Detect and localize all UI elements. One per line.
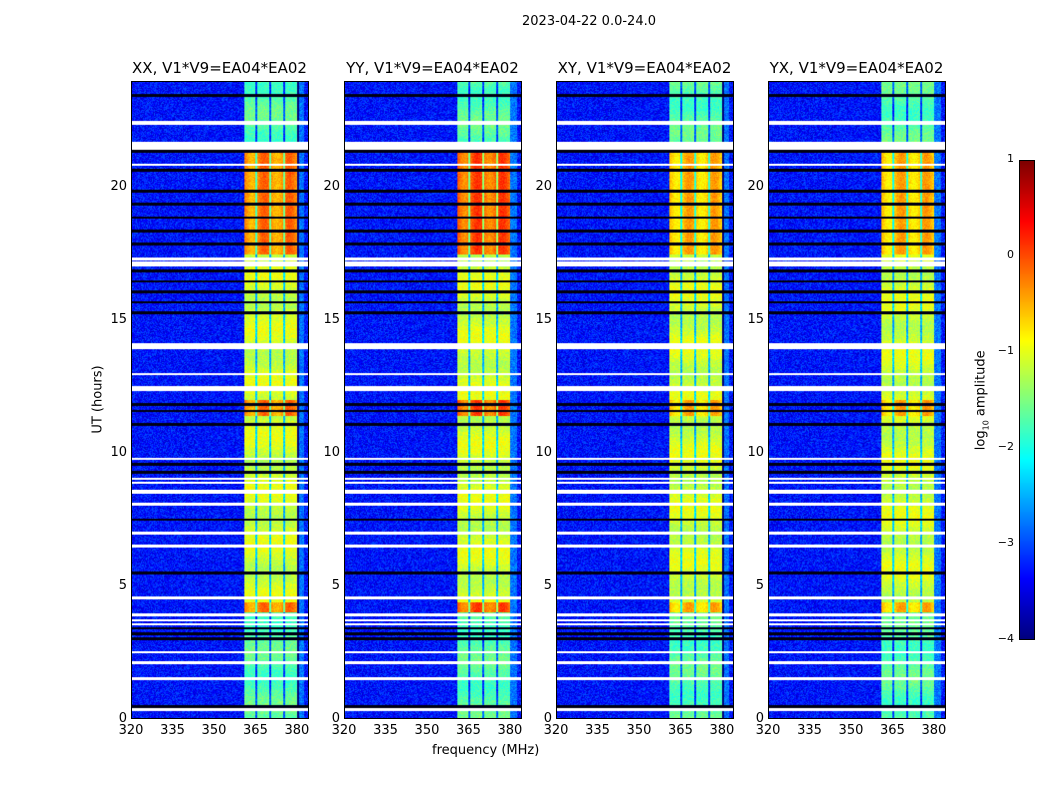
figure-title: 2023-04-22 0.0-24.0 bbox=[522, 14, 656, 29]
x-tick-label: 320 bbox=[543, 723, 569, 738]
x-tick-label: 380 bbox=[284, 723, 310, 738]
y-tick-label: 0 bbox=[543, 711, 552, 726]
colorbar-tick-label: −1 bbox=[997, 344, 1014, 357]
colorbar-tick-label: 0 bbox=[1007, 248, 1014, 261]
x-tick-label: 320 bbox=[118, 723, 144, 738]
y-tick-label: 10 bbox=[535, 445, 552, 461]
y-tick-label: 5 bbox=[118, 578, 127, 594]
heatmap-panel bbox=[768, 81, 946, 719]
x-tick-label: 335 bbox=[160, 723, 185, 738]
y-tick-label: 15 bbox=[747, 312, 764, 328]
x-tick-label: 320 bbox=[331, 723, 357, 738]
x-tick-label: 380 bbox=[709, 723, 735, 738]
x-tick-label: 350 bbox=[838, 723, 864, 738]
y-tick-label: 15 bbox=[535, 312, 552, 328]
x-tick-label: 335 bbox=[797, 723, 822, 738]
y-tick-label: 20 bbox=[110, 179, 127, 195]
y-tick-label: 5 bbox=[331, 578, 340, 594]
heatmap-image bbox=[132, 82, 308, 718]
colorbar-label: log10 amplitude bbox=[973, 350, 991, 451]
heatmap-image bbox=[345, 82, 521, 718]
y-tick-label: 15 bbox=[323, 312, 340, 328]
y-tick-label: 20 bbox=[747, 179, 764, 195]
panel-title: YY, V1*V9=EA04*EA02 bbox=[346, 59, 519, 77]
y-tick-label: 0 bbox=[118, 711, 127, 726]
y-tick-label: 20 bbox=[323, 179, 340, 195]
colorbar-tick-label: −2 bbox=[997, 440, 1014, 453]
x-tick-label: 365 bbox=[456, 723, 481, 738]
colorbar-tick-label: −3 bbox=[997, 536, 1014, 549]
x-tick-label: 365 bbox=[243, 723, 268, 738]
y-tick-label: 0 bbox=[331, 711, 340, 726]
y-tick-label: 10 bbox=[747, 445, 764, 461]
x-tick-label: 335 bbox=[373, 723, 398, 738]
x-tick-label: 335 bbox=[585, 723, 610, 738]
y-tick-label: 20 bbox=[535, 179, 552, 195]
x-tick-label: 380 bbox=[497, 723, 523, 738]
y-tick-label: 5 bbox=[755, 578, 764, 594]
x-tick-label: 365 bbox=[668, 723, 693, 738]
heatmap-image bbox=[557, 82, 733, 718]
colorbar-tick-label: 1 bbox=[1007, 152, 1014, 165]
colorbar bbox=[1019, 160, 1035, 640]
panel-title: YX, V1*V9=EA04*EA02 bbox=[769, 59, 944, 77]
x-tick-label: 350 bbox=[626, 723, 652, 738]
y-tick-label: 0 bbox=[755, 711, 764, 726]
x-axis-label: frequency (MHz) bbox=[432, 743, 540, 758]
x-tick-label: 365 bbox=[880, 723, 905, 738]
y-tick-label: 5 bbox=[543, 578, 552, 594]
x-tick-label: 350 bbox=[201, 723, 227, 738]
heatmap-image bbox=[769, 82, 945, 718]
x-tick-label: 350 bbox=[414, 723, 440, 738]
panel-title: XY, V1*V9=EA04*EA02 bbox=[557, 59, 732, 77]
heatmap-panel bbox=[556, 81, 734, 719]
y-axis-label: UT (hours) bbox=[90, 365, 106, 434]
heatmap-panel bbox=[344, 81, 522, 719]
panel-title: XX, V1*V9=EA04*EA02 bbox=[132, 59, 307, 77]
colorbar-tick-label: −4 bbox=[997, 632, 1014, 645]
x-tick-label: 380 bbox=[921, 723, 947, 738]
heatmap-panel bbox=[131, 81, 309, 719]
y-tick-label: 15 bbox=[110, 312, 127, 328]
y-tick-label: 10 bbox=[110, 445, 127, 461]
x-tick-label: 320 bbox=[755, 723, 781, 738]
y-tick-label: 10 bbox=[323, 445, 340, 461]
